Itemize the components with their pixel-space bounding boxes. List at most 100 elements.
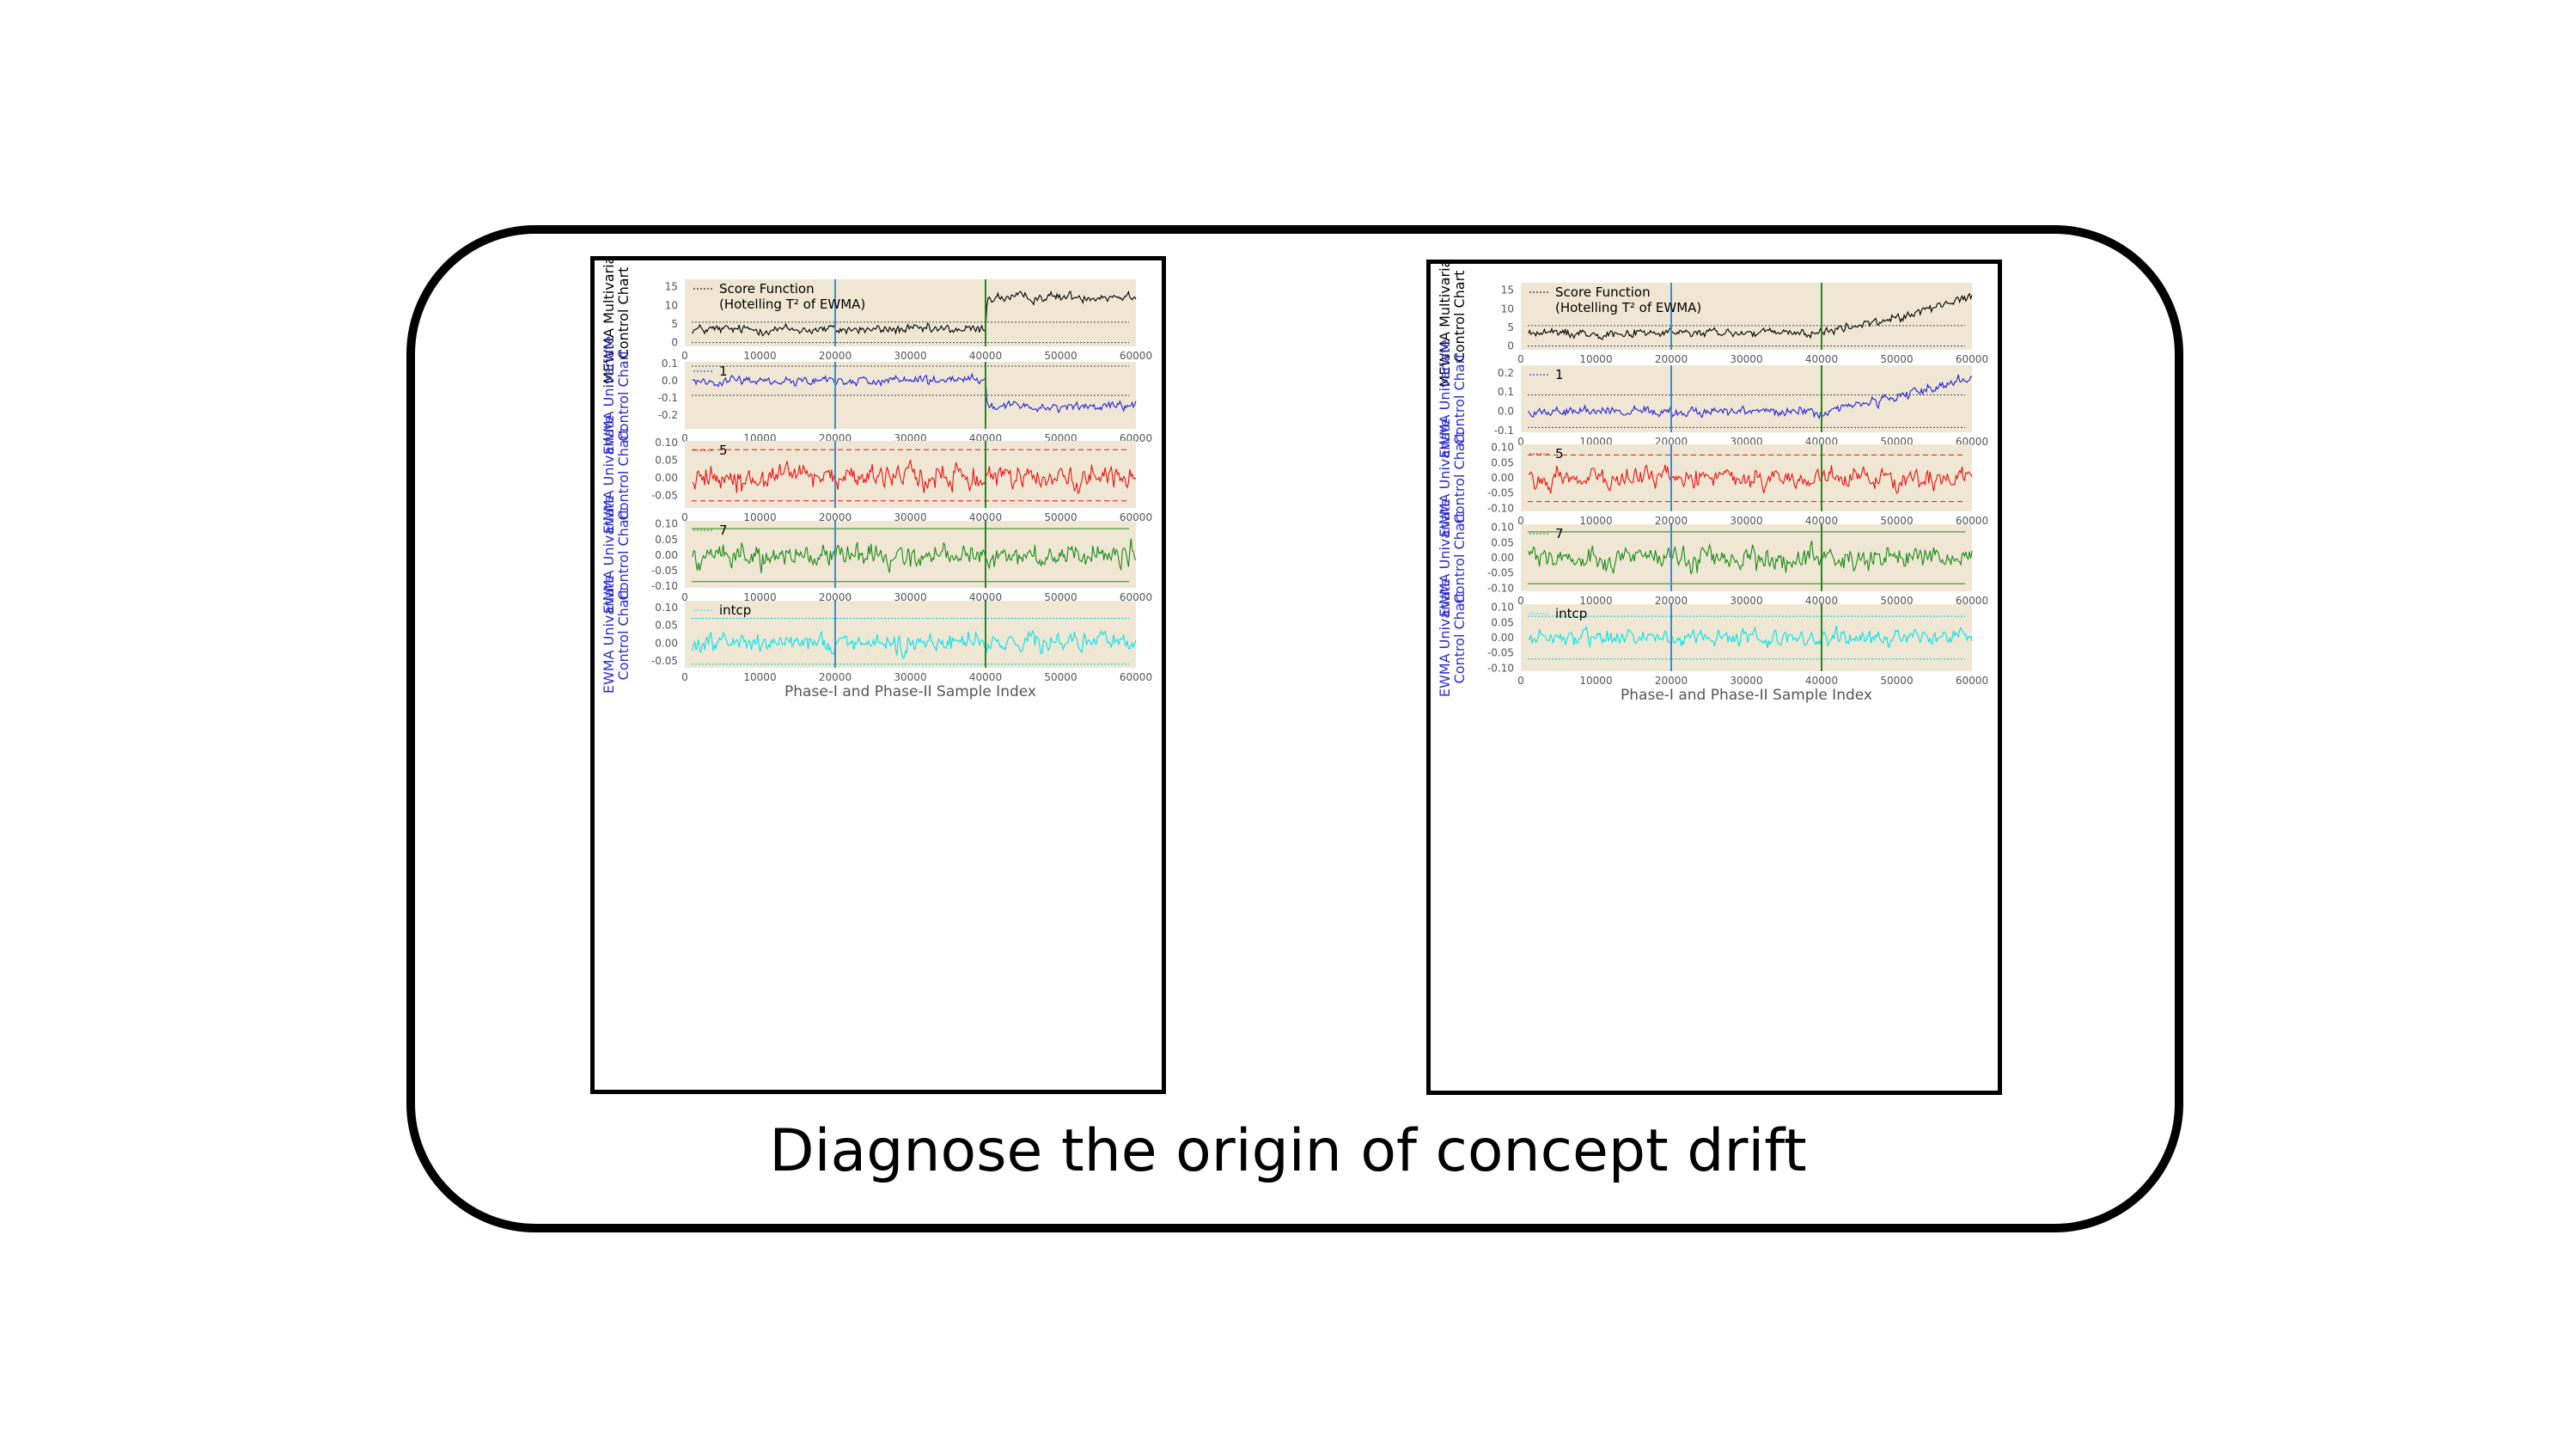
y-axis-label-line: Control Chart [1451,512,1468,604]
y-axis-label-line: EWMA Univariate [1437,419,1453,537]
x-tick-label: 60000 [1956,595,1988,607]
y-axis-label: EWMA UnivariateControl Chart [1437,339,1468,458]
y-tick-label: 0.0 [662,375,678,387]
x-tick-label: 10000 [1579,595,1612,607]
subplot-2: 0.20.10.0-0.10 10000 20000 30000 40000 50000 6… [1437,339,1988,458]
y-axis-label-line: EWMA Univariate [1437,498,1453,617]
y-tick-label: -0.05 [651,655,678,667]
y-axis-label: EWMA UnivariateControl Chart [601,495,632,614]
x-tick-label: 10000 [1579,675,1612,687]
y-axis-label: MEWMA MultivariateControl Chart [601,260,632,383]
x-tick-label: 50000 [1880,515,1913,527]
legend-label: 7 [1555,526,1564,541]
y-tick-label: -0.05 [1487,567,1514,579]
y-axis-label: EWMA UnivariateControl Chart [601,415,632,534]
x-tick-label: 0 [681,671,688,683]
plot-background [685,441,1136,508]
x-tick-label: 0 [681,511,688,523]
y-tick-label: 0.05 [655,534,678,546]
x-tick-label: 50000 [1044,511,1077,523]
series-line [692,290,1137,337]
y-axis-label-line: Control Chart [1451,271,1468,363]
legend-label: (Hotelling T² of EWMA) [719,297,865,312]
legend-label: 1 [1555,367,1564,382]
x-tick-label: 10000 [743,671,776,683]
y-tick-label: -0.1 [1494,425,1514,437]
subplot-5: 0.100.050.00-0.05-0.100 10000 20000 30000 40… [1437,578,1988,697]
y-axis-label-line: Control Chart [1451,353,1468,445]
legend-label: intcp [719,602,751,618]
x-tick-label: 0 [1517,675,1524,687]
x-tick-label: 60000 [1120,671,1152,683]
y-axis-label-line: EWMA Univariate [601,495,617,614]
series-line [692,459,1137,495]
slide-caption: Diagnose the origin of concept drift [769,1117,1807,1185]
y-tick-label: 10 [1501,303,1514,315]
subplot-4: 0.100.050.00-0.05-0.100 10000 20000 30000 40… [1437,498,1988,617]
x-tick-label: 50000 [1044,350,1077,362]
subplot-3: 0.100.050.00-0.05-0.100 10000 20000 30000 40… [1437,419,1988,537]
x-tick-label: 60000 [1956,353,1988,365]
y-tick-label: 0.10 [1491,522,1514,534]
y-axis-label-line: Control Chart [615,350,632,442]
x-tick-label: 60000 [1120,511,1152,523]
x-tick-label: 0 [681,350,688,362]
y-tick-label: 0.10 [1491,442,1514,454]
legend-label: 1 [719,364,728,379]
subplot-3: 0.100.050.00-0.050 10000 20000 30000 40000 50… [601,415,1152,534]
x-tick-label: 20000 [819,591,852,603]
y-axis-label: EWMA UnivariateControl Chart [1437,419,1468,537]
x-axis-label: Phase-I and Phase-II Sample Index [1621,687,1872,704]
y-tick-label: -0.05 [1487,487,1514,499]
x-tick-label: 0 [681,432,688,444]
x-tick-label: 30000 [894,671,926,683]
series-line [692,538,1137,573]
x-tick-label: 10000 [743,350,776,362]
legend-label: 7 [719,523,728,538]
x-tick-label: 40000 [1805,353,1838,365]
x-tick-label: 30000 [894,350,926,362]
x-tick-label: 20000 [819,671,852,683]
y-axis-label-line: Control Chart [615,267,632,359]
y-tick-label: 0.00 [1491,552,1514,564]
x-tick-label: 50000 [1880,353,1913,365]
chart-panel-right: 15 10 5 0 0 10000 20000 30000 40000 50000 60000 MEW… [1426,260,2002,1095]
y-axis-label: EWMA UnivariateControl Chart [1437,498,1468,617]
x-tick-label: 20000 [819,511,852,523]
y-axis-label-line: EWMA Univariate [601,575,617,694]
y-tick-label: -0.10 [651,580,678,592]
x-tick-label: 20000 [1655,515,1688,527]
y-tick-label: 0 [671,337,678,349]
series-line [692,372,1137,413]
series-line [1528,464,1973,494]
y-tick-label: 0.00 [655,549,678,561]
y-axis-label: EWMA UnivariateControl Chart [601,336,632,455]
y-tick-label: 15 [665,281,678,293]
x-tick-label: 10000 [1579,515,1612,527]
plot-background [1521,524,1972,591]
y-tick-label: -0.05 [651,565,678,577]
x-tick-label: 50000 [1044,671,1077,683]
x-tick-label: 30000 [894,591,926,603]
x-tick-label: 10000 [743,591,776,603]
x-tick-label: 30000 [1730,595,1762,607]
legend-label: (Hotelling T² of EWMA) [1555,300,1701,315]
y-tick-label: 0.0 [1498,405,1514,417]
plot-background [685,362,1136,429]
x-tick-label: 40000 [969,591,1002,603]
series-line [1528,625,1973,649]
y-tick-label: 0.05 [1491,536,1514,548]
y-tick-label: 0.00 [655,637,678,649]
y-tick-label: 0.05 [1491,456,1514,468]
series-line [1528,374,1973,420]
y-axis-label-line: MEWMA Multivariate [1437,264,1453,387]
x-tick-label: 50000 [1044,591,1077,603]
y-tick-label: -0.05 [1487,647,1514,659]
x-tick-label: 60000 [1956,675,1988,687]
x-tick-label: 30000 [1730,675,1762,687]
y-axis-label: EWMA UnivariateControl Chart [1437,578,1468,697]
x-tick-label: 50000 [1880,595,1913,607]
subplot-5: 0.100.050.00-0.050 10000 20000 30000 40000 50… [601,575,1152,694]
y-tick-label: 15 [1501,284,1514,297]
